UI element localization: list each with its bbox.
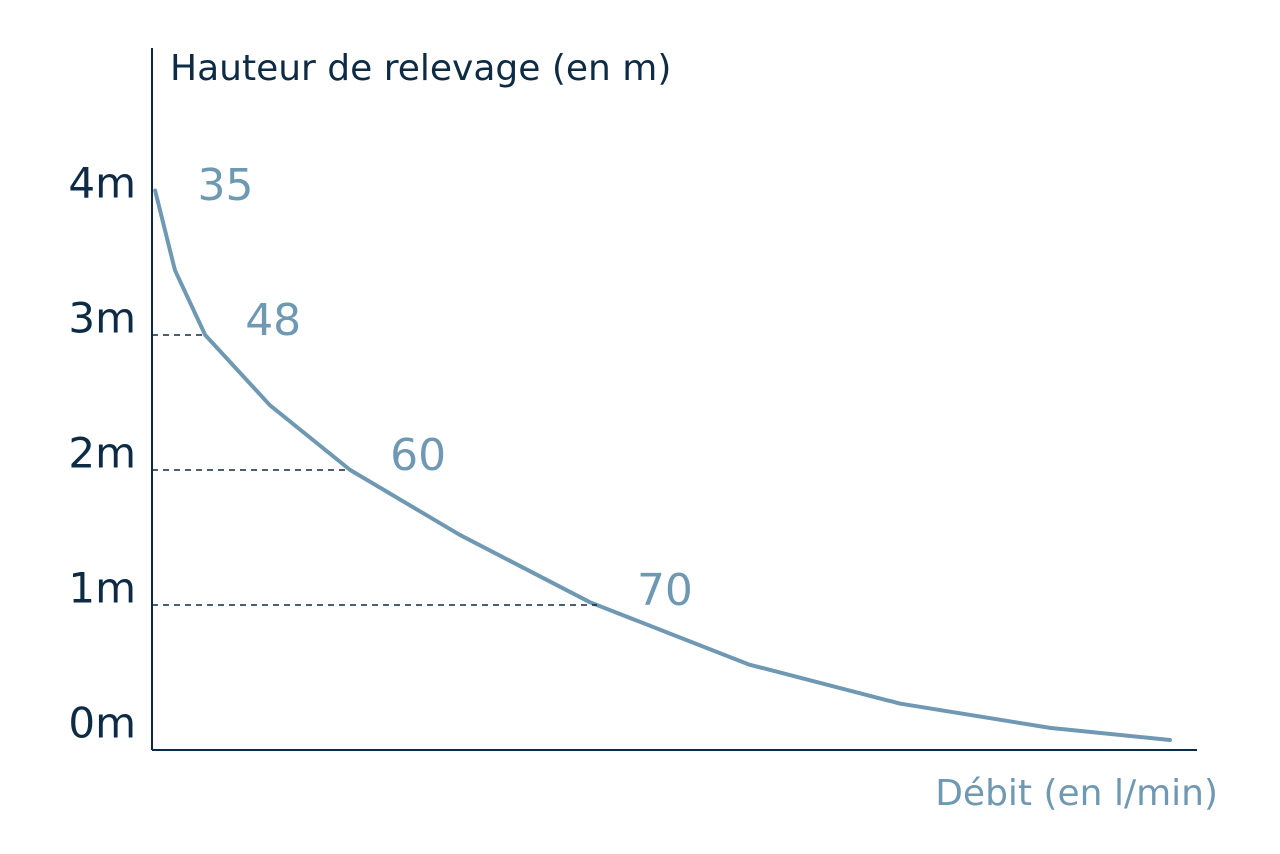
flow-label: 35 <box>197 160 253 211</box>
chart-title: Hauteur de relevage (en m) <box>170 48 671 89</box>
y-tick-label: 1m <box>68 564 136 613</box>
curve <box>153 188 1172 742</box>
x-axis-label: Débit (en l/min) <box>935 773 1218 814</box>
flow-label: 48 <box>245 295 301 346</box>
flow-label: 70 <box>637 565 693 616</box>
y-tick-label: 2m <box>68 429 136 478</box>
flow-label: 60 <box>390 430 446 481</box>
y-tick-label: 0m <box>68 699 136 748</box>
y-tick-label: 4m <box>68 159 136 208</box>
y-tick-label: 3m <box>68 294 136 343</box>
